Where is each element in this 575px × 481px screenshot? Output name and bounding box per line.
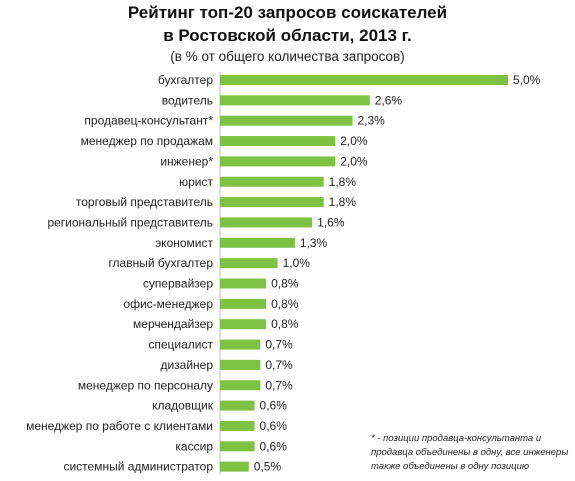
bar	[220, 339, 261, 350]
data-label: 5,0%	[513, 73, 541, 87]
bar	[220, 278, 267, 289]
data-label: 0,8%	[271, 317, 299, 331]
category-label: дизайнер	[160, 358, 213, 372]
bar	[220, 258, 278, 269]
bar	[220, 136, 336, 147]
bar	[220, 420, 255, 431]
bar	[220, 400, 255, 411]
data-label: 1,0%	[283, 256, 311, 270]
category-label: экономист	[155, 236, 213, 250]
chart-subtitle: (в % от общего количества запросов)	[170, 49, 405, 64]
bar	[220, 217, 313, 228]
category-label: менеджер по продажам	[81, 134, 213, 148]
data-label: 0,6%	[260, 399, 288, 413]
data-label: 1,6%	[317, 215, 345, 229]
category-label: бухгалтер	[158, 73, 213, 87]
category-label: менеджер по работе с клиентами	[26, 419, 213, 433]
category-label: водитель	[162, 93, 213, 107]
chart-title-line2: в Ростовской области, 2013 г.	[163, 26, 412, 45]
bar	[220, 359, 261, 370]
category-label: кладовщик	[152, 399, 214, 413]
bar	[220, 380, 261, 391]
category-label: юрист	[179, 175, 213, 189]
data-label: 1,8%	[329, 175, 357, 189]
bar	[220, 197, 324, 208]
category-label: кассир	[175, 439, 213, 453]
data-label: 0,8%	[271, 297, 299, 311]
data-label: 0,6%	[260, 439, 288, 453]
data-label: 0,7%	[265, 378, 293, 392]
bar	[220, 156, 336, 167]
category-label: супервайзер	[143, 277, 214, 291]
chart-title: Рейтинг топ-20 запросов соискателей	[127, 3, 448, 22]
data-label: 2,6%	[375, 93, 403, 107]
data-label: 2,0%	[340, 154, 368, 168]
data-label: 0,6%	[260, 419, 288, 433]
bar	[220, 461, 249, 472]
bar	[220, 95, 370, 106]
bar	[220, 319, 267, 330]
data-label: 1,3%	[300, 236, 328, 250]
bar	[220, 176, 324, 187]
bar	[220, 441, 255, 452]
data-label: 0,8%	[271, 277, 299, 291]
bar	[220, 75, 508, 85]
bar	[220, 115, 353, 126]
category-label: системный администратор	[63, 460, 213, 474]
footnote: * - позиции продавца-консультанта и прод…	[371, 433, 569, 472]
category-label: инженер*	[160, 154, 213, 168]
data-label: 0,5%	[254, 460, 282, 474]
category-label: региональный представитель	[47, 215, 213, 229]
data-label: 2,0%	[340, 134, 368, 148]
category-label: торговый представитель	[76, 195, 213, 209]
data-label: 0,7%	[265, 338, 293, 352]
bar	[220, 298, 267, 309]
category-label: мерчендайзер	[133, 317, 213, 331]
data-label: 1,8%	[329, 195, 357, 209]
category-label: специалист	[148, 338, 213, 352]
bar	[220, 237, 295, 248]
category-label: продавец-консультант*	[84, 114, 213, 128]
data-label: 0,7%	[265, 358, 293, 372]
category-label: главный бухгалтер	[108, 256, 213, 270]
category-label: офис-менеджер	[123, 297, 213, 311]
category-label: менеджер по персоналу	[78, 378, 213, 392]
data-label: 2,3%	[357, 114, 385, 128]
